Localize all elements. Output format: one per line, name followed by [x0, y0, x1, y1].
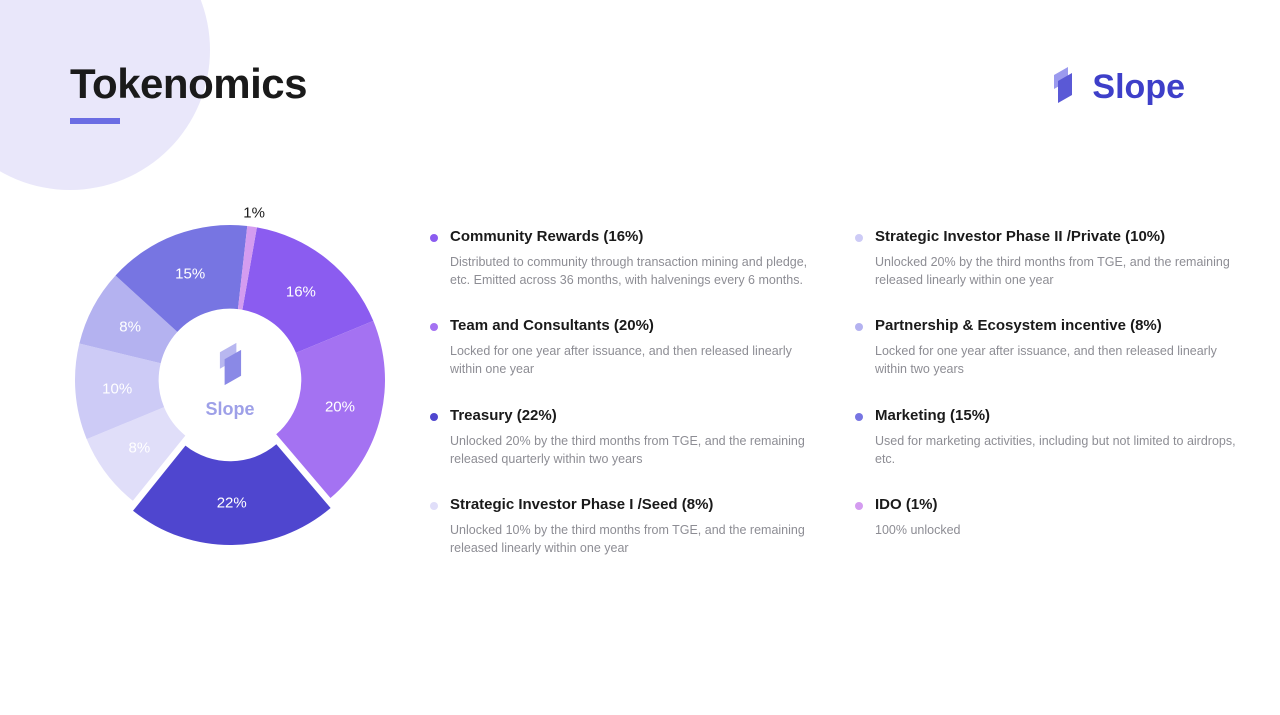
legend-item-title: Partnership & Ecosystem incentive (8%): [875, 317, 1240, 334]
legend-item-title: Community Rewards (16%): [450, 228, 815, 245]
legend-column-left: Community Rewards (16%) Distributed to co…: [430, 228, 815, 557]
legend-bullet: [430, 323, 438, 331]
legend-bullet: [855, 234, 863, 242]
brand-logo: Slope: [1046, 65, 1185, 110]
legend-item-desc: Used for marketing activities, including…: [875, 432, 1240, 468]
slope-icon: [1046, 65, 1080, 110]
legend-item-desc: Unlocked 20% by the third months from TG…: [875, 253, 1240, 289]
legend-item: Community Rewards (16%) Distributed to co…: [430, 228, 815, 289]
donut-slice-label: 20%: [325, 398, 355, 415]
legend-item: Strategic Investor Phase II /Private (10…: [855, 228, 1240, 289]
header: Tokenomics: [70, 60, 307, 124]
donut-slice-label: 8%: [129, 439, 151, 456]
legend-item-title: Marketing (15%): [875, 407, 1240, 424]
legend-bullet: [430, 413, 438, 421]
legend-item: Strategic Investor Phase I /Seed (8%) Unl…: [430, 496, 815, 557]
legend-item: Partnership & Ecosystem incentive (8%) Lo…: [855, 317, 1240, 378]
legend-bullet: [430, 502, 438, 510]
legend-item: Marketing (15%) Used for marketing activi…: [855, 407, 1240, 468]
legend-item-title: Strategic Investor Phase I /Seed (8%): [450, 496, 815, 513]
legend-bullet: [855, 323, 863, 331]
brand-name: Slope: [1092, 68, 1185, 107]
legend-columns: Community Rewards (16%) Distributed to co…: [430, 228, 1240, 557]
legend-item-title: Strategic Investor Phase II /Private (10…: [875, 228, 1240, 245]
donut-center: Slope: [205, 340, 254, 420]
legend-item: Treasury (22%) Unlocked 20% by the third …: [430, 407, 815, 468]
legend-item-desc: Unlocked 10% by the third months from TG…: [450, 521, 815, 557]
donut-slice-label: 8%: [119, 318, 141, 335]
title-underline: [70, 118, 120, 124]
donut-slice-label: 10%: [102, 380, 132, 397]
donut-slice-label: 22%: [217, 495, 247, 512]
legend-item-desc: Locked for one year after issuance, and …: [875, 342, 1240, 378]
legend-item-desc: Unlocked 20% by the third months from TG…: [450, 432, 815, 468]
legend-item-desc: Locked for one year after issuance, and …: [450, 342, 815, 378]
donut-slice-label: 1%: [243, 204, 265, 221]
legend-item-title: IDO (1%): [875, 496, 1240, 513]
legend-item-desc: 100% unlocked: [875, 521, 1240, 539]
donut-center-label: Slope: [205, 399, 254, 420]
legend-column-right: Strategic Investor Phase II /Private (10…: [855, 228, 1240, 557]
page-title: Tokenomics: [70, 60, 307, 108]
legend-item-title: Team and Consultants (20%): [450, 317, 815, 334]
legend-item: Team and Consultants (20%) Locked for one…: [430, 317, 815, 378]
legend-bullet: [855, 502, 863, 510]
donut-slice-label: 15%: [175, 266, 205, 283]
slope-icon: [210, 340, 250, 393]
legend-bullet: [430, 234, 438, 242]
legend-item-title: Treasury (22%): [450, 407, 815, 424]
donut-chart: Slope 16%20%22%8%10%8%15%1%: [65, 215, 395, 545]
legend-bullet: [855, 413, 863, 421]
donut-slice-label: 16%: [286, 283, 316, 300]
legend-item: IDO (1%) 100% unlocked: [855, 496, 1240, 539]
legend-item-desc: Distributed to community through transac…: [450, 253, 815, 289]
